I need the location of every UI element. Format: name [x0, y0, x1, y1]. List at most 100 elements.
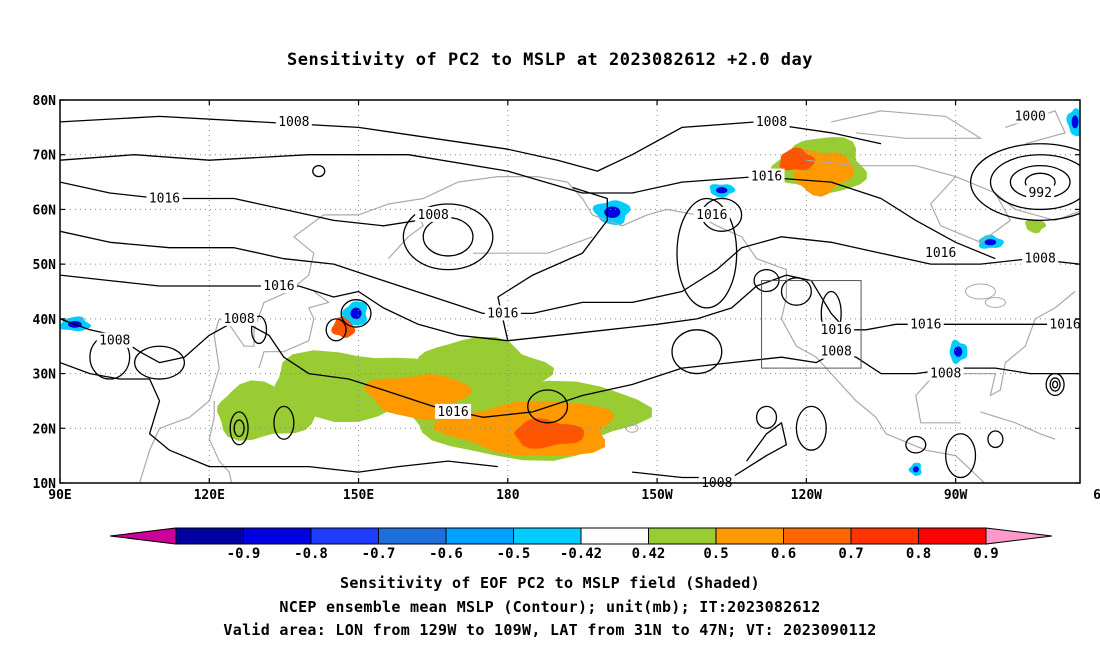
lat-tick-label: 50N [33, 258, 57, 273]
contour-label: 1008 [821, 345, 852, 360]
colorbar-swatch [378, 527, 447, 545]
contour-label: 1000 [1015, 109, 1046, 124]
lon-tick-label: 90W [944, 488, 968, 503]
colorbar-low-arrow [109, 527, 177, 545]
coastline [567, 181, 986, 483]
mslp-contour-closed [422, 216, 474, 257]
contour-label-bg [922, 245, 959, 261]
coastline [831, 110, 983, 139]
contour-label-bg [818, 321, 855, 337]
lon-tick-label: 60W [1093, 488, 1100, 503]
mslp-contour-closed [325, 318, 347, 342]
colorbar-label: -0.7 [362, 546, 396, 562]
contour-label: 1008 [418, 208, 449, 223]
mslp-contour-closed [755, 405, 778, 429]
contour-label: 1008 [278, 115, 309, 130]
colorbar-swatch [445, 527, 514, 545]
shaded-core-neg [716, 187, 728, 194]
lon-tick-label: 120E [194, 488, 225, 503]
contour-label: 1008 [99, 334, 130, 349]
contour-label-bg [221, 310, 258, 326]
coastline [218, 176, 568, 347]
contour-label-bg [748, 168, 785, 184]
mslp-contour-closed [676, 197, 738, 309]
contour-label-bg [260, 278, 297, 294]
colorbar-label: 0.8 [906, 546, 931, 562]
contour-label-bg [1047, 316, 1084, 332]
coastline [473, 236, 593, 254]
lat-tick-label: 80N [33, 94, 57, 109]
mslp-contour-closed [340, 299, 372, 328]
contour-label-bg [96, 332, 133, 348]
contour-label: 1016 [149, 191, 180, 206]
colorbar-swatch [580, 527, 649, 545]
mslp-contour-closed [312, 165, 326, 178]
lat-tick-label: 60N [33, 203, 57, 218]
shaded-region-pos [217, 380, 317, 441]
lake-outline [625, 423, 639, 433]
contour-label-bg [1012, 108, 1049, 124]
mslp-contour-closed [989, 154, 1080, 211]
coastline [139, 318, 220, 483]
colorbar-label: 0.5 [703, 546, 728, 562]
lon-tick-label: 150W [641, 488, 672, 503]
shaded-region-pos [514, 418, 584, 449]
colorbar-high-arrow [985, 527, 1053, 545]
shaded-region-pos [1025, 219, 1047, 234]
contour-labels: 1008 1008 1000 1016 992 1016 1008 1016 1016 1008 1… [96, 108, 1084, 491]
coastline [258, 291, 331, 369]
coastline [915, 291, 1076, 424]
colorbar-swatch [648, 527, 717, 545]
mslp-contour-closed [250, 315, 268, 345]
mslp-contour [632, 422, 788, 479]
mslp-contour-closed [134, 345, 186, 380]
colorbar-swatch [175, 527, 244, 545]
contour-label: 1016 [821, 323, 852, 338]
contour-label-bg [753, 113, 790, 129]
caption-line-3: Valid area: LON from 129W to 109W, LAT f… [223, 621, 877, 639]
colorbar-label: 0.6 [771, 546, 796, 562]
mslp-contour-closed [1051, 380, 1059, 389]
coastline [806, 159, 1012, 243]
coastline [980, 411, 1056, 440]
lat-tick-label: 10N [33, 477, 57, 492]
mslp-contour [60, 154, 996, 260]
mslp-contour-closed [229, 411, 249, 446]
coastline [208, 400, 233, 483]
colorbar-label: 0.42 [632, 546, 666, 562]
shaded-core-neg [350, 307, 362, 320]
contour-label: 1016 [751, 170, 782, 185]
mslp-contour [60, 181, 449, 227]
lon-tick-label: 150E [343, 488, 374, 503]
contour-label-bg [435, 403, 472, 419]
caption-line-1: Sensitivity of EOF PC2 to MSLP field (Sh… [340, 574, 760, 592]
lat-tick-label: 40N [33, 313, 57, 328]
mslp-contour [60, 318, 1080, 418]
contour-label: 1008 [930, 367, 961, 382]
contour-label-bg [146, 190, 183, 206]
lon-tick-label: 120W [791, 488, 822, 503]
shaded-core-neg [912, 466, 919, 473]
mslp-contour-closed [987, 430, 1004, 449]
contour-label-bg [1022, 250, 1059, 266]
lat-tick-label: 20N [33, 422, 57, 437]
colorbar-label: -0.5 [497, 546, 531, 562]
lake-outline [984, 296, 1006, 308]
shaded-sensitivity-layer [60, 108, 1080, 476]
mslp-contour-closed [402, 203, 494, 271]
lon-tick-label: 180 [496, 488, 520, 503]
contour-label: 1008 [1025, 252, 1056, 267]
colorbar-swatch [243, 527, 312, 545]
colorbar-swatch [715, 527, 784, 545]
contour-label: 1016 [696, 208, 727, 223]
colorbar-swatch [310, 527, 379, 545]
shaded-core-neg [984, 239, 997, 246]
shaded-region-pos [779, 147, 816, 171]
mslp-contours [60, 115, 1080, 479]
contour-label: 1016 [487, 306, 518, 321]
shaded-core-neg [953, 346, 963, 357]
contour-label: 1016 [1049, 317, 1080, 332]
mslp-contour [60, 230, 1080, 315]
coastline [387, 214, 424, 260]
contour-label: 1016 [910, 317, 941, 332]
